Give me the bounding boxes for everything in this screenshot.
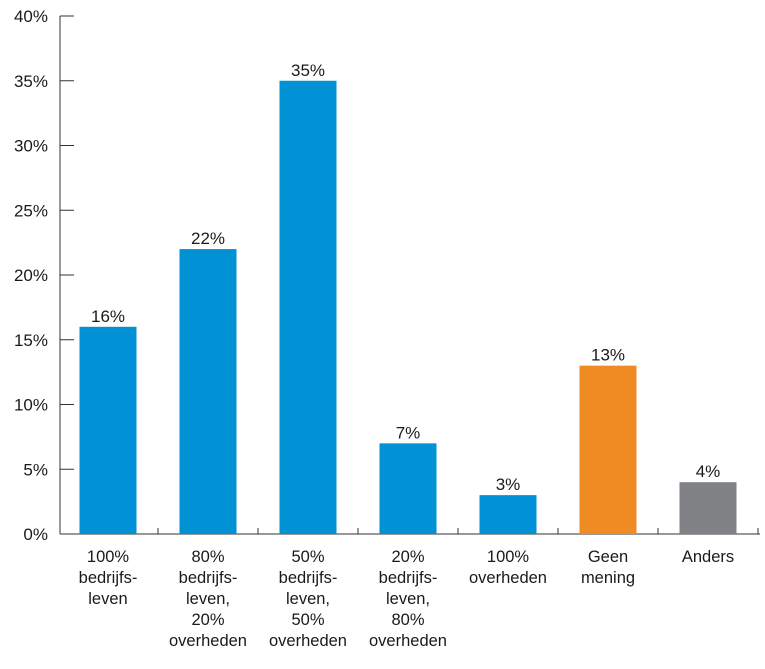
bar-value-label: 13% — [591, 346, 625, 365]
data-labels: 16% 22% 35% 7% 3% 13% 4% — [91, 61, 720, 494]
category-label-line: 80% — [191, 548, 224, 566]
y-tick-label: 30% — [14, 137, 48, 156]
category-label-line: overheden — [469, 569, 547, 587]
y-axis: 0% 5% 10% 15% 20% 25% 30% 35% 40% — [14, 7, 74, 544]
y-tick-label: 40% — [14, 7, 48, 26]
bar — [579, 365, 637, 534]
bar-value-label: 4% — [696, 462, 721, 481]
y-tick-label: 10% — [14, 396, 48, 415]
category-label: 80% bedrijfs-leven, 20% overheden — [169, 548, 247, 650]
bar — [179, 249, 237, 534]
y-tick-label: 25% — [14, 201, 48, 220]
category-label: 20% bedrijfs-leven, 80% overheden — [369, 548, 447, 650]
category-label-line: bedrijfs- — [179, 569, 238, 587]
category-label-line: overheden — [369, 632, 447, 650]
category-label-line: overheden — [169, 632, 247, 650]
y-tick-label: 15% — [14, 331, 48, 350]
category-label-line: overheden — [269, 632, 347, 650]
bar — [679, 482, 737, 534]
category-label-line: bedrijfs- — [79, 569, 138, 587]
category-label-line: 100% — [487, 548, 530, 566]
category-label-line: bedrijfs- — [279, 569, 338, 587]
category-label: 50% bedrijfs-leven, 50% overheden — [269, 548, 347, 650]
category-label-line: bedrijfs- — [379, 569, 438, 587]
category-label: 100% overheden — [469, 548, 547, 587]
category-label-line: 20% — [191, 611, 224, 629]
bar — [79, 326, 137, 534]
bar-value-label: 16% — [91, 307, 125, 326]
category-label: Geen mening — [581, 548, 635, 587]
bar — [479, 495, 537, 534]
category-label-line: leven, — [186, 590, 230, 608]
bar-value-label: 7% — [396, 423, 421, 442]
bar — [379, 443, 437, 534]
category-label: Anders — [682, 548, 734, 566]
category-label-line: Anders — [682, 548, 734, 566]
category-label-line: 20% — [391, 548, 424, 566]
category-label-line: 100% — [87, 548, 130, 566]
bars — [79, 80, 737, 534]
category-label-line: 50% — [291, 611, 324, 629]
y-tick-label: 0% — [23, 525, 48, 544]
category-label-line: mening — [581, 569, 635, 587]
y-tick-label: 20% — [14, 266, 48, 285]
category-label-line: leven, — [286, 590, 330, 608]
category-label-line: 80% — [391, 611, 424, 629]
y-tick-label: 35% — [14, 72, 48, 91]
category-label: 100% bedrijfs-leven — [79, 548, 138, 608]
category-label-line: leven, — [386, 590, 430, 608]
category-labels: 100% bedrijfs-leven 80% bedrijfs-leven, 20% o… — [79, 548, 734, 650]
bar-value-label: 3% — [496, 475, 521, 494]
bar-value-label: 35% — [291, 61, 325, 80]
category-label-line: Geen — [588, 548, 628, 566]
bar-value-label: 22% — [191, 229, 225, 248]
category-label-line: leven — [88, 590, 127, 608]
y-tick-label: 5% — [23, 460, 48, 479]
bar — [279, 80, 337, 534]
category-label-line: 50% — [291, 548, 324, 566]
